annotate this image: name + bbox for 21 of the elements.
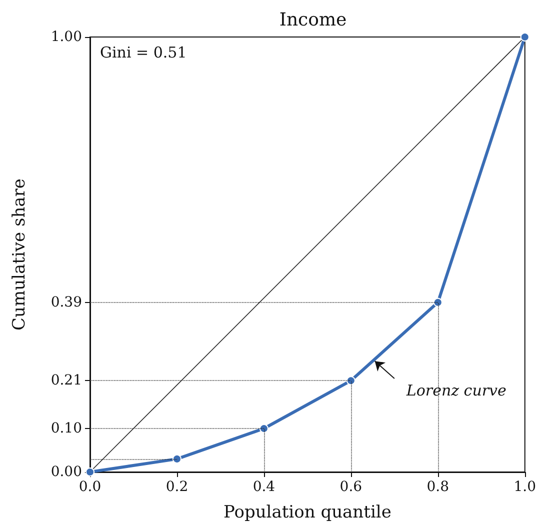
x-tick-label: 0.2	[166, 479, 188, 495]
y-tick-label: 1.00	[50, 29, 82, 45]
y-tick-label: 0.39	[50, 294, 82, 310]
point	[520, 32, 530, 42]
x-axis-title: Population quantile	[223, 502, 392, 522]
x-tick-label: 0.8	[426, 479, 450, 495]
x-tick-label: 1.0	[514, 479, 536, 495]
x-tick-label: 0.0	[78, 479, 102, 495]
y-tick-label: 0.00	[50, 464, 82, 480]
annotation: Lorenz curve	[405, 381, 506, 400]
y-tick-label: 0.10	[50, 420, 82, 436]
x-tick-label: 0.6	[340, 479, 362, 495]
chart-title: Income	[279, 10, 347, 30]
point	[433, 298, 442, 307]
x-tick-label: 0.4	[252, 479, 276, 495]
point	[172, 454, 182, 464]
point	[259, 424, 268, 433]
point	[346, 376, 356, 386]
annotation: Gini = 0.51	[100, 44, 187, 62]
y-axis-title: Cumulative share	[10, 178, 30, 330]
y-tick-label: 0.21	[50, 372, 82, 389]
